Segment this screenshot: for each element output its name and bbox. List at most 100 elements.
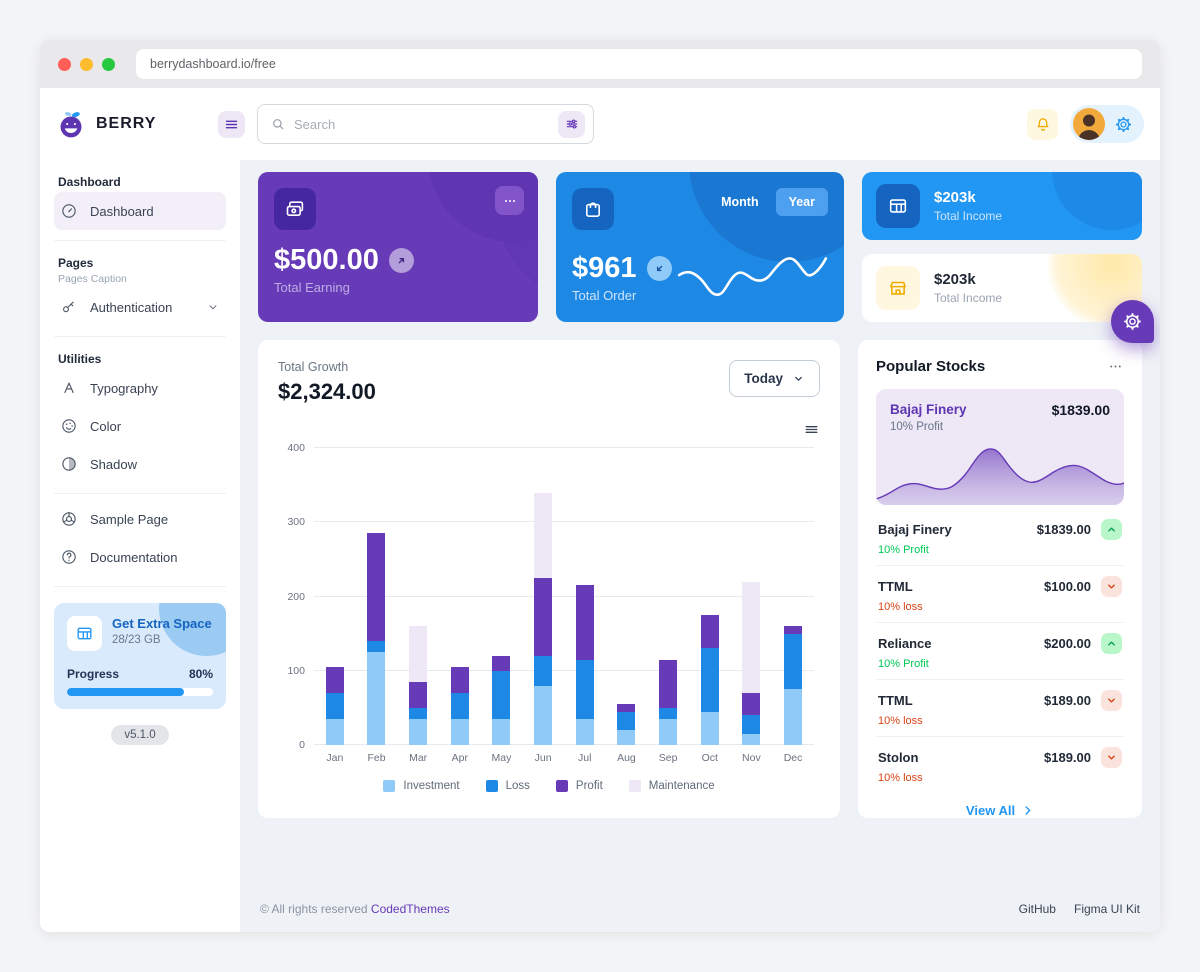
stock-row-ttml[interactable]: TTML $189.00 10% loss xyxy=(876,680,1124,737)
growth-label: Total Growth xyxy=(278,360,349,374)
legend-item-investment[interactable]: Investment xyxy=(383,780,460,792)
progress-label: Progress xyxy=(67,667,120,681)
legend-item-maintenance[interactable]: Maintenance xyxy=(628,780,715,792)
sidebar-item-color[interactable]: Color xyxy=(54,407,226,445)
stock-row-ttml[interactable]: TTML $100.00 10% loss xyxy=(876,566,1124,623)
menu-icon xyxy=(803,421,820,438)
gridline xyxy=(314,744,814,745)
codedthemes-link[interactable]: CodedThemes xyxy=(370,902,450,916)
x-axis-tick: Jan xyxy=(326,752,344,764)
x-axis-tick: Feb xyxy=(367,752,386,764)
customization-fab[interactable] xyxy=(1111,300,1154,343)
gridline xyxy=(314,447,814,448)
progress-bar xyxy=(67,688,213,696)
stock-price: $1839.00 xyxy=(1036,522,1091,537)
total-earning-card: $500.00 Total Earning xyxy=(258,172,538,322)
range-select-button[interactable]: Today xyxy=(729,360,820,397)
ellipsis-icon xyxy=(1107,358,1124,375)
stock-name: Stolon xyxy=(878,750,919,765)
bar-segment-investment xyxy=(575,719,594,745)
sidebar-item-sample-page[interactable]: Sample Page xyxy=(54,500,226,538)
x-axis-tick: Nov xyxy=(742,752,761,764)
sidebar-item-typography[interactable]: Typography xyxy=(54,369,226,407)
bar-segment-investment xyxy=(659,719,678,745)
x-axis-tick: Dec xyxy=(783,752,803,764)
gear-icon xyxy=(1114,115,1133,134)
maximize-window-button[interactable] xyxy=(102,57,115,71)
sidebar-item-label: Authentication xyxy=(90,299,173,315)
address-bar[interactable]: berrydashboard.io/free xyxy=(136,49,1142,79)
sidebar-item-authentication[interactable]: Authentication xyxy=(54,288,226,326)
bar-segment-loss xyxy=(575,659,594,720)
gridline xyxy=(314,595,814,597)
stock-row-reliance[interactable]: Reliance $200.00 10% Profit xyxy=(876,623,1124,680)
total-income-blue-card: $203k Total Income xyxy=(862,172,1142,240)
search-filter-button[interactable] xyxy=(558,110,585,138)
chevron-up-icon xyxy=(1101,633,1122,654)
brand[interactable]: BERRY xyxy=(56,109,206,140)
bar-segment-investment xyxy=(450,719,469,745)
legend-item-profit[interactable]: Profit xyxy=(555,780,603,792)
legend-swatch xyxy=(555,780,568,792)
figma-link[interactable]: Figma UI Kit xyxy=(1073,902,1140,916)
y-axis-tick: 0 xyxy=(299,739,305,751)
stock-change: 10% Profit xyxy=(878,544,929,556)
stacked-bar xyxy=(700,448,719,745)
x-axis-tick: Jul xyxy=(578,752,592,764)
x-axis-tick: Sep xyxy=(658,752,678,764)
bar-segment-profit xyxy=(325,667,344,694)
toggle-year-button[interactable]: Year xyxy=(775,188,828,216)
table-icon xyxy=(876,184,920,228)
sidebar-item-label: Documentation xyxy=(90,549,178,565)
sliders-icon xyxy=(564,116,580,132)
sidebar-item-dashboard[interactable]: Dashboard xyxy=(54,192,226,230)
minimize-window-button[interactable] xyxy=(80,57,93,71)
earning-label: Total Earning xyxy=(274,280,350,295)
sidebar-toggle-button[interactable] xyxy=(218,110,245,138)
gridline xyxy=(314,521,814,523)
shadow-icon xyxy=(60,455,78,473)
bar-segment-profit xyxy=(700,615,719,649)
stock-row-stolon[interactable]: Stolon $189.00 10% loss xyxy=(876,737,1124,793)
nav-section-title: Utilities xyxy=(58,352,102,366)
bar-segment-profit xyxy=(367,533,386,642)
y-axis-tick: 100 xyxy=(287,664,305,677)
bar-group-mar xyxy=(401,448,435,745)
chevron-down-icon xyxy=(1101,576,1122,597)
range-value: Today xyxy=(744,371,783,386)
sidebar-item-documentation[interactable]: Documentation xyxy=(54,538,226,576)
legend-label: Maintenance xyxy=(648,780,715,792)
browser-window: berrydashboard.io/free BERRY xyxy=(40,40,1160,932)
notifications-button[interactable] xyxy=(1027,108,1058,140)
view-all-label: View All xyxy=(965,803,1016,818)
stacked-bar xyxy=(534,448,553,745)
bar-segment-loss xyxy=(325,693,344,720)
featured-stock-card[interactable]: Bajaj Finery 10% Profit $1839.00 xyxy=(876,389,1124,505)
growth-amount: $2,324.00 xyxy=(278,379,376,404)
stock-price: $100.00 xyxy=(1044,579,1091,594)
legend-label: Profit xyxy=(575,780,603,792)
profile-menu-button[interactable] xyxy=(1070,105,1144,143)
stacked-bar xyxy=(492,448,511,745)
order-amount: $961 xyxy=(572,252,637,284)
search-input[interactable] xyxy=(294,116,550,132)
bar-segment-investment xyxy=(409,719,428,745)
toggle-month-button[interactable]: Month xyxy=(708,188,771,216)
total-growth-card: Total Growth $2,324.00 Today xyxy=(258,340,840,818)
stocks-more-button[interactable] xyxy=(1107,358,1124,375)
gauge-icon xyxy=(60,202,78,220)
legend-item-loss[interactable]: Loss xyxy=(485,780,530,792)
income-light-amount: $203k xyxy=(934,271,976,288)
stacked-bar xyxy=(409,448,428,745)
stacked-bar xyxy=(742,448,761,745)
sidebar-item-shadow[interactable]: Shadow xyxy=(54,445,226,483)
bar-segment-profit xyxy=(409,681,428,708)
stock-row-bajaj-finery[interactable]: Bajaj Finery $1839.00 10% Profit xyxy=(876,509,1124,566)
storefront-icon xyxy=(876,266,920,310)
earning-more-button[interactable] xyxy=(495,186,524,215)
view-all-button[interactable]: View All xyxy=(876,793,1124,822)
close-window-button[interactable] xyxy=(58,57,71,71)
github-link[interactable]: GitHub xyxy=(1018,902,1056,916)
chart-menu-button[interactable] xyxy=(278,421,820,438)
search-icon xyxy=(270,116,286,132)
